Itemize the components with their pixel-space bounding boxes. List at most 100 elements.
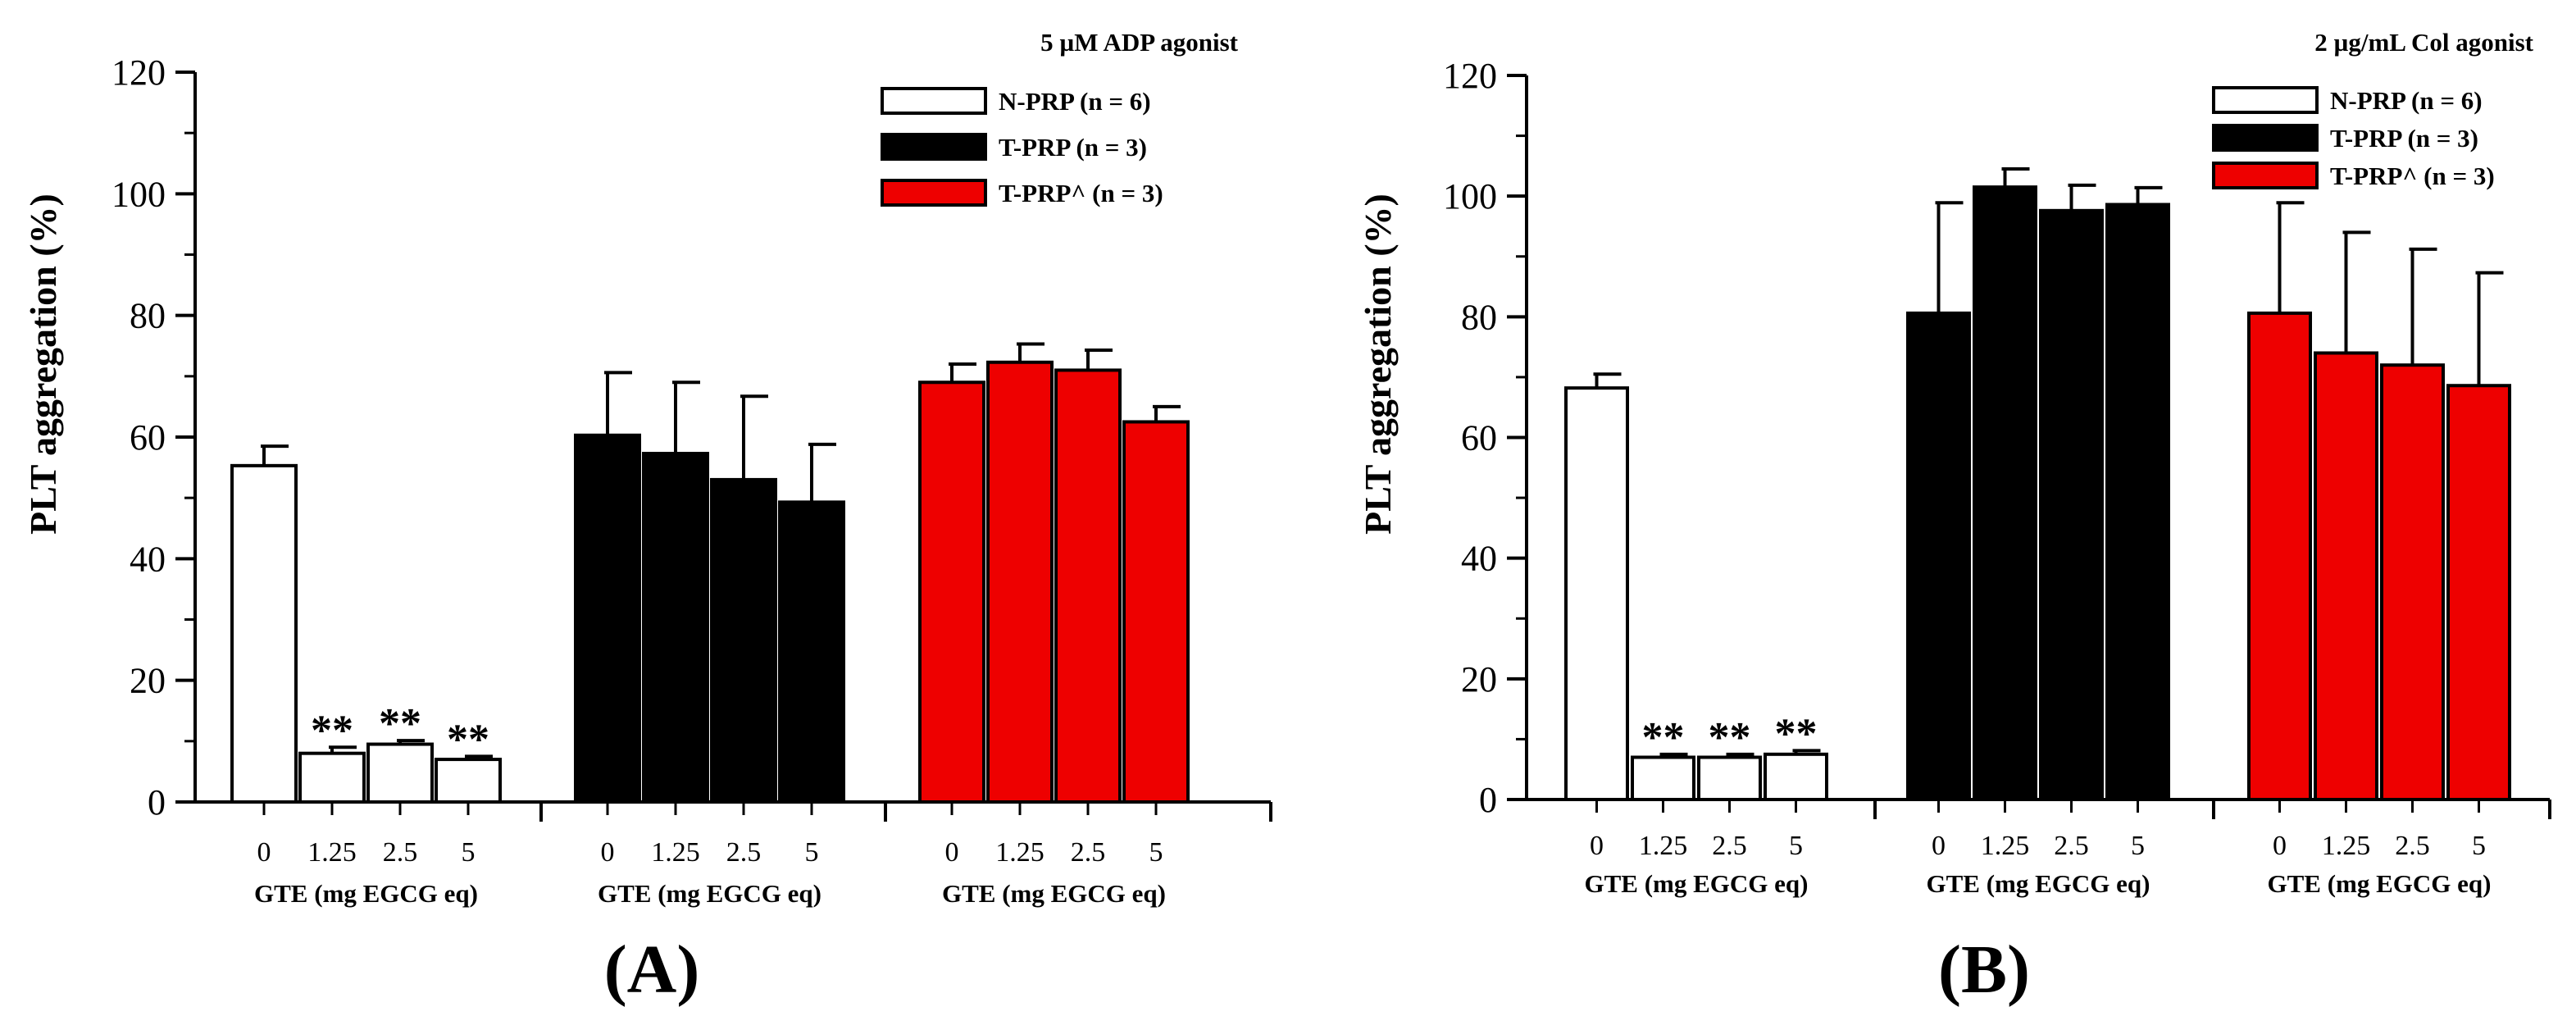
legend-label: T-PRP^ (n = 3)	[2330, 162, 2495, 190]
x-tick-label: 5	[462, 837, 476, 868]
x-axis-group-label: GTE (mg EGCG eq)	[598, 879, 821, 908]
x-tick-label: 5	[2131, 831, 2145, 861]
x-tick-label: 2.5	[1071, 837, 1106, 868]
y-tick-label: 60	[1461, 418, 1497, 458]
significance-annotation: **	[1709, 714, 1751, 761]
x-tick-label: 1.25	[651, 837, 700, 868]
bar	[986, 360, 1054, 804]
y-tick-label: 20	[1461, 659, 1497, 699]
y-tick-label: 0	[1479, 780, 1497, 820]
condition-title: 2 µg/mL Col agonist	[2314, 28, 2533, 57]
bar	[642, 452, 709, 804]
y-tick-label: 100	[112, 174, 166, 214]
x-axis-group-label: GTE (mg EGCG eq)	[2268, 869, 2492, 898]
x-tick-label: 2.5	[726, 837, 762, 868]
condition-title: 5 µM ADP agonist	[1040, 28, 1239, 57]
x-axis-group-label: GTE (mg EGCG eq)	[942, 879, 1166, 908]
legend-label: N-PRP (n = 6)	[999, 87, 1151, 116]
bar	[2105, 203, 2170, 802]
legend-swatch	[881, 87, 987, 115]
legend: N-PRP (n = 6) T-PRP (n = 3) T-PRP^ (n = 3)	[2212, 86, 2495, 190]
x-axis-group-label: GTE (mg EGCG eq)	[1585, 869, 1809, 898]
x-tick-label: 1.25	[2322, 831, 2371, 861]
x-tick-label: 2.5	[383, 837, 418, 868]
bar	[2446, 384, 2511, 801]
significance-annotation: **	[379, 700, 421, 747]
significance-annotation: **	[447, 716, 489, 763]
bars: ** ** **	[230, 342, 1190, 804]
bar	[366, 742, 434, 804]
bar	[778, 500, 845, 804]
bar	[1764, 752, 1828, 801]
bar	[1122, 420, 1190, 804]
bar	[435, 758, 502, 804]
bar	[1631, 755, 1695, 801]
y-axis-ticks: 0 20 40 60 80 100 120	[1443, 56, 1528, 820]
y-tick-label: 120	[112, 52, 166, 93]
y-tick-label: 60	[130, 417, 166, 458]
significance-annotation: **	[311, 707, 353, 754]
legend-swatch	[881, 133, 987, 161]
x-tick-label: 0	[945, 837, 959, 868]
y-axis-label: PLT aggregation (%)	[1357, 194, 1399, 535]
y-tick-label: 0	[148, 782, 166, 822]
x-axis-ticks: 0 1.25 2.5 5 GTE (mg EGCG eq) 0 1.25 2.5 5 GTE (m…	[193, 800, 1272, 908]
bar	[1697, 755, 1762, 801]
x-tick-label: 2.5	[2054, 831, 2089, 861]
x-tick-label: 5	[1789, 831, 1803, 861]
y-tick-label: 40	[1461, 539, 1497, 579]
bar	[918, 380, 985, 804]
bar	[298, 751, 366, 804]
y-tick-label: 100	[1443, 176, 1497, 216]
x-tick-label: 5	[1149, 837, 1163, 868]
x-tick-label: 0	[2273, 831, 2287, 861]
y-tick-label: 80	[1461, 297, 1497, 337]
legend-label: T-PRP^ (n = 3)	[999, 179, 1163, 207]
y-tick-label: 20	[130, 661, 166, 701]
bar	[574, 433, 641, 804]
x-tick-label: 2.5	[2395, 831, 2430, 861]
bar	[2380, 363, 2445, 801]
legend: N-PRP (n = 6) T-PRP (n = 3) T-PRP^ (n = 3)	[881, 87, 1163, 207]
x-axis-group-label: GTE (mg EGCG eq)	[1927, 869, 2150, 898]
legend-label: N-PRP (n = 6)	[2330, 86, 2483, 115]
bar	[1906, 311, 1971, 801]
x-tick-label: 5	[2472, 831, 2486, 861]
panel-label: (B)	[1938, 932, 2030, 1008]
x-tick-label: 0	[1932, 831, 1946, 861]
significance-annotation: **	[1642, 714, 1685, 761]
chart-panel-b: 2 µg/mL Col agonist PLT aggregation (%) …	[1357, 28, 2551, 1008]
chart-panel-a: 5 µM ADP agonist PLT aggregation (%) 0 20…	[22, 28, 1272, 1008]
legend-swatch	[2212, 124, 2319, 152]
y-tick-label: 120	[1443, 56, 1497, 96]
x-tick-label: 5	[805, 837, 819, 868]
bar	[1564, 386, 1629, 801]
y-tick-label: 80	[130, 296, 166, 336]
bar	[2247, 311, 2312, 801]
bar	[230, 463, 298, 804]
x-axis-ticks: 0 1.25 2.5 5 GTE (mg EGCG eq) 0 1.25 2.5 5 GTE (m…	[1525, 798, 2551, 898]
y-tick-label: 40	[130, 539, 166, 579]
legend-swatch	[881, 179, 987, 207]
legend-swatch	[2212, 162, 2319, 189]
x-tick-label: 0	[601, 837, 615, 868]
x-tick-label: 0	[257, 837, 271, 868]
bar	[2314, 351, 2378, 801]
x-axis-group-label: GTE (mg EGCG eq)	[254, 879, 478, 908]
legend-swatch	[2212, 86, 2319, 114]
y-axis-ticks: 0 20 40 60 80 100 120	[112, 52, 197, 822]
x-tick-label: 1.25	[995, 837, 1045, 868]
x-tick-label: 2.5	[1712, 831, 1747, 861]
bar	[1973, 185, 2037, 802]
x-tick-label: 1.25	[1981, 831, 2030, 861]
legend-label: T-PRP (n = 3)	[2330, 124, 2478, 153]
y-axis-label: PLT aggregation (%)	[22, 194, 64, 535]
bar	[1054, 368, 1122, 804]
x-tick-label: 1.25	[307, 837, 357, 868]
legend-label: T-PRP (n = 3)	[999, 133, 1147, 162]
bar	[2039, 208, 2104, 801]
x-tick-label: 0	[1590, 831, 1604, 861]
x-tick-label: 1.25	[1639, 831, 1688, 861]
bar	[710, 477, 777, 804]
